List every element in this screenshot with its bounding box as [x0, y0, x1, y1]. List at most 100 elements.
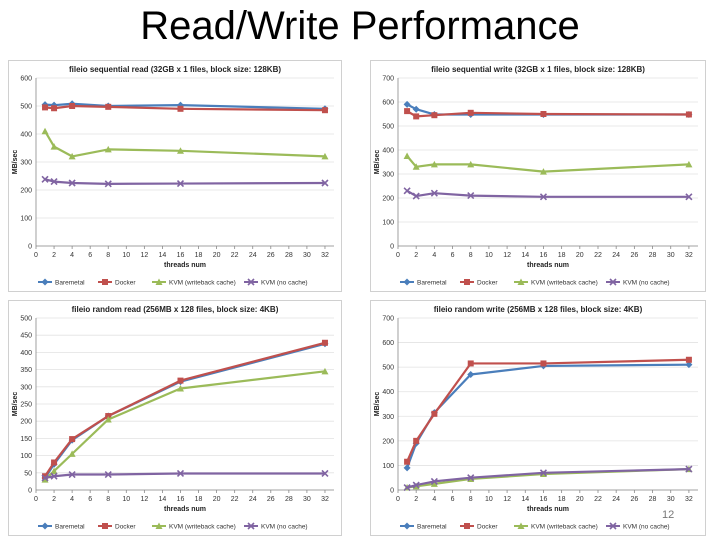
x-tick-label: 16 — [177, 252, 185, 259]
x-tick-label: 32 — [321, 252, 329, 259]
legend-marker-kvm-writeback-cache — [517, 522, 525, 529]
legend-label-baremetal: Baremetal — [417, 524, 447, 531]
chart-title: fileio random read (256MB x 128 files, b… — [72, 305, 279, 314]
x-tick-label: 10 — [485, 252, 493, 259]
x-tick-label: 10 — [122, 496, 130, 503]
x-tick-label: 26 — [630, 252, 638, 259]
y-tick-label: 300 — [382, 414, 394, 421]
data-point-kvm-writeback-cache — [104, 415, 112, 423]
data-point-kvm-writeback-cache — [41, 127, 49, 135]
data-point-kvm-no-cache — [68, 470, 76, 479]
legend-label-docker: Docker — [115, 524, 136, 531]
y-tick-label: 50 — [24, 470, 32, 477]
data-point-docker — [51, 459, 58, 466]
data-point-docker — [685, 111, 692, 118]
y-tick-label: 600 — [382, 100, 394, 107]
x-tick-label: 14 — [521, 252, 529, 259]
legend-marker-baremetal — [403, 278, 411, 286]
data-point-kvm-no-cache — [403, 187, 411, 195]
y-tick-label: 100 — [20, 453, 32, 460]
y-tick-label: 400 — [382, 148, 394, 155]
x-tick-label: 14 — [159, 496, 167, 503]
legend-marker-docker — [102, 523, 108, 529]
data-point-kvm-no-cache — [412, 192, 420, 200]
x-tick-label: 4 — [70, 252, 74, 259]
chart-frame — [8, 300, 342, 536]
x-tick-label: 0 — [396, 252, 400, 259]
x-tick-label: 30 — [303, 496, 311, 503]
chart-seq-read: fileio sequential read (32GB x 1 files, … — [8, 60, 342, 292]
y-tick-label: 500 — [382, 365, 394, 372]
data-point-kvm-writeback-cache — [41, 476, 49, 483]
data-point-kvm-no-cache — [41, 175, 49, 183]
data-point-kvm-no-cache — [321, 469, 329, 478]
legend-label-kvm-no-cache: KVM (no cache) — [261, 280, 308, 287]
data-point-kvm-writeback-cache — [68, 450, 76, 457]
legend-label-docker: Docker — [477, 280, 498, 287]
data-point-kvm-writeback-cache — [430, 160, 438, 168]
x-tick-label: 10 — [122, 252, 130, 259]
data-point-kvm-writeback-cache — [430, 480, 438, 487]
data-point-baremetal — [50, 101, 58, 109]
legend-marker-kvm-writeback-cache — [155, 522, 163, 529]
series-line-kvm-writeback-cache — [406, 155, 689, 173]
x-tick-label: 26 — [267, 496, 275, 503]
x-tick-label: 12 — [503, 252, 511, 259]
data-point-docker — [431, 410, 438, 417]
x-tick-label: 14 — [159, 252, 167, 259]
x-tick-label: 0 — [34, 252, 38, 259]
series-line-kvm-writeback-cache — [44, 130, 326, 158]
legend-marker-kvm-no-cache — [609, 522, 617, 530]
x-tick-label: 6 — [451, 496, 455, 503]
x-tick-label: 22 — [231, 252, 239, 259]
data-point-docker — [404, 458, 411, 465]
y-tick-label: 400 — [20, 132, 32, 139]
data-point-kvm-no-cache — [50, 472, 58, 480]
legend-marker-docker — [102, 279, 108, 285]
data-point-kvm-no-cache — [685, 193, 693, 201]
legend-marker-kvm-writeback-cache — [517, 278, 525, 285]
x-tick-label: 16 — [177, 496, 185, 503]
data-point-kvm-no-cache — [104, 470, 112, 479]
x-tick-label: 14 — [521, 496, 529, 503]
chart-seq-write: fileio sequential write (32GB x 1 files,… — [370, 60, 706, 292]
y-tick-label: 500 — [20, 316, 32, 323]
data-point-docker — [51, 105, 58, 112]
data-point-kvm-writeback-cache — [176, 385, 184, 392]
x-tick-label: 6 — [451, 252, 455, 259]
x-tick-label: 20 — [576, 252, 584, 259]
y-tick-label: 450 — [20, 333, 32, 340]
x-tick-label: 12 — [503, 496, 511, 503]
y-tick-label: 600 — [382, 340, 394, 347]
data-point-docker — [540, 111, 547, 117]
y-tick-label: 300 — [20, 384, 32, 391]
x-tick-label: 22 — [231, 496, 239, 503]
x-tick-label: 16 — [540, 252, 548, 259]
y-tick-label: 300 — [382, 172, 394, 179]
legend-marker-kvm-no-cache — [609, 278, 617, 286]
x-tick-label: 16 — [540, 496, 548, 503]
data-point-kvm-writeback-cache — [321, 152, 329, 160]
legend-label-kvm-writeback-cache: KVM (writeback cache) — [169, 280, 236, 287]
y-tick-label: 700 — [382, 316, 394, 323]
y-tick-label: 200 — [20, 419, 32, 426]
x-tick-label: 2 — [414, 252, 418, 259]
data-point-kvm-no-cache — [321, 179, 329, 187]
legend-marker-docker — [464, 279, 470, 285]
y-axis-label: MB/sec — [12, 150, 19, 175]
x-tick-label: 4 — [70, 496, 74, 503]
chart-panel-seq-read: fileio sequential read (32GB x 1 files, … — [8, 60, 342, 292]
legend-label-kvm-writeback-cache: KVM (writeback cache) — [531, 280, 598, 287]
x-tick-label: 30 — [667, 252, 675, 259]
data-point-kvm-writeback-cache — [68, 152, 76, 160]
legend-label-baremetal: Baremetal — [417, 280, 447, 287]
x-tick-label: 4 — [432, 252, 436, 259]
x-tick-label: 20 — [213, 496, 221, 503]
data-point-kvm-no-cache — [50, 178, 58, 186]
legend-marker-kvm-no-cache — [247, 522, 255, 530]
y-tick-label: 0 — [390, 244, 394, 251]
x-tick-label: 4 — [432, 496, 436, 503]
x-tick-label: 22 — [594, 252, 602, 259]
y-tick-label: 200 — [382, 438, 394, 445]
x-tick-label: 8 — [106, 496, 110, 503]
